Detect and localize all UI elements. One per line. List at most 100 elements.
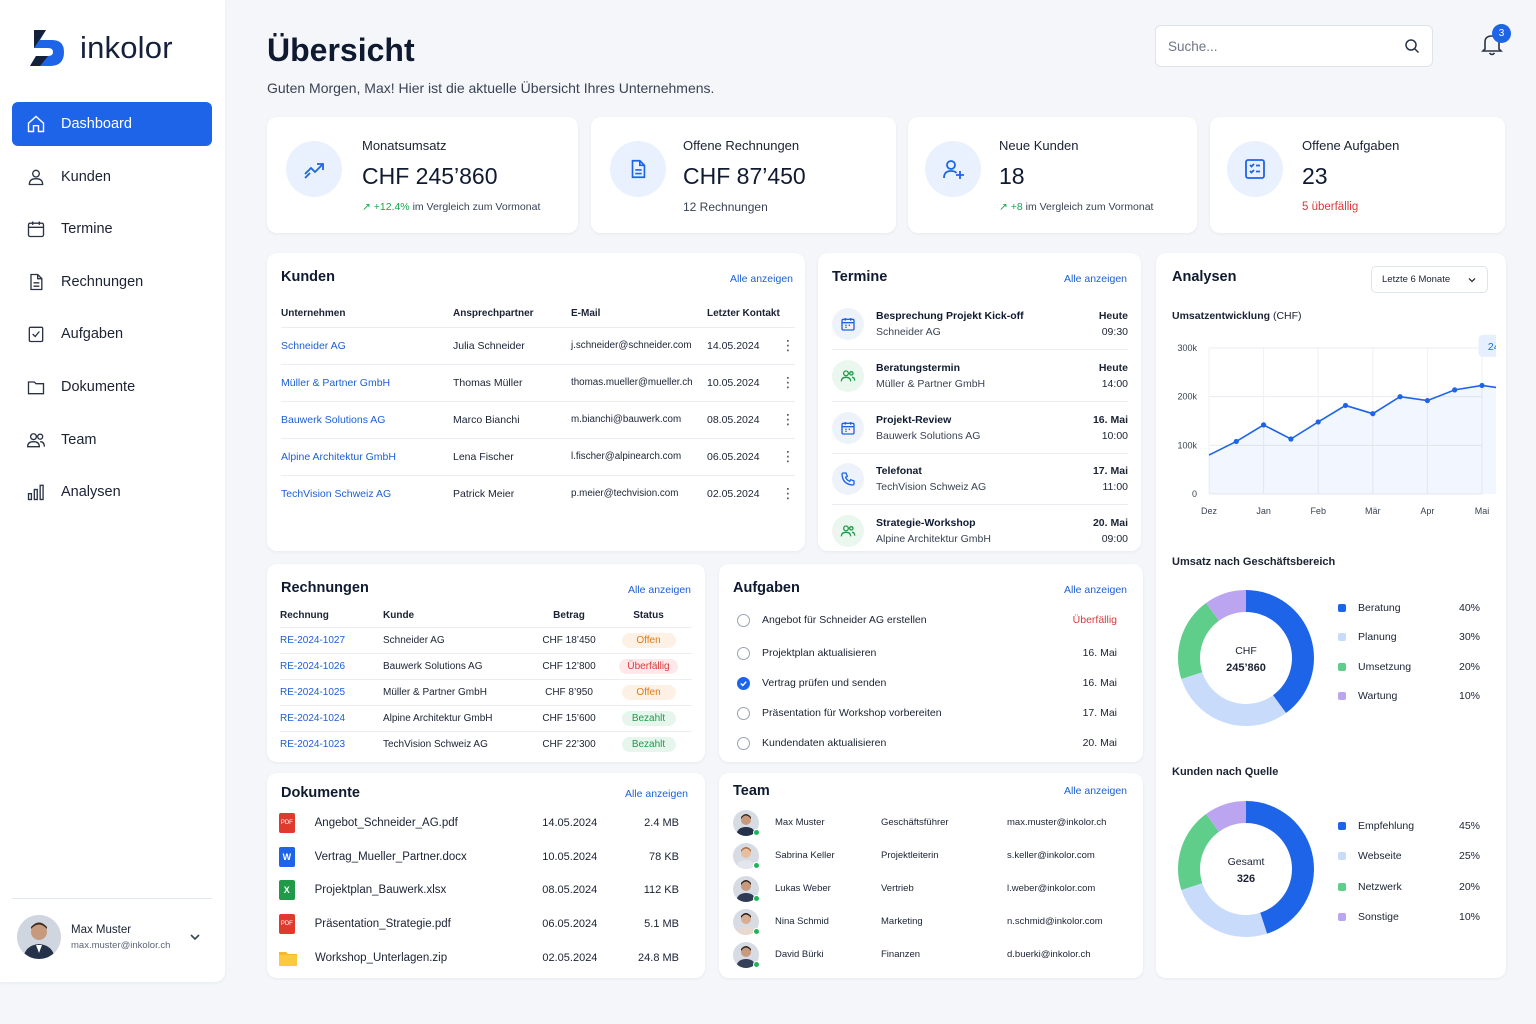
donut-slice[interactable]	[1246, 590, 1314, 714]
team-icon	[26, 432, 45, 447]
show-all-link[interactable]: Alle anzeigen	[1063, 584, 1127, 596]
table-row[interactable]: RE-2024-1023 TechVision Schweiz AG CHF 22’…	[280, 730, 692, 757]
data-point[interactable]	[1424, 397, 1430, 404]
task-item[interactable]: Kundendaten aktualisieren 20. Mai	[737, 728, 1117, 758]
donut-slice[interactable]	[1178, 813, 1219, 891]
data-point[interactable]	[1397, 394, 1403, 400]
sidebar-item-dashboard[interactable]: Dashboard	[12, 102, 212, 146]
document-item[interactable]: Workshop_Unterlagen.zip 02.05.2024 24.8 …	[279, 941, 679, 975]
table-row[interactable]: RE-2024-1024 Alpine Architektur GmbH CHF 1…	[280, 704, 692, 731]
table-row[interactable]: RE-2024-1025 Müller & Partner GmbH CHF 8’9…	[280, 678, 692, 705]
sidebar-item-aufgaben[interactable]: Aufgaben	[12, 312, 212, 356]
member-role: Finanzen	[881, 949, 921, 960]
show-all-link[interactable]: Alle anzeigen	[627, 584, 691, 596]
appointment-item[interactable]: Besprechung Projekt Kick-off Schneider AG…	[832, 299, 1128, 350]
donut-slice[interactable]	[1181, 672, 1286, 726]
invoice-link[interactable]: RE-2024-1024	[280, 712, 346, 724]
data-point[interactable]	[1233, 438, 1239, 445]
task-item[interactable]: Vertrag prüfen und senden 16. Mai	[737, 668, 1117, 698]
customer-link[interactable]: Bauwerk Solutions AG	[281, 413, 386, 426]
legend-swatch	[1338, 633, 1346, 642]
more-options-icon[interactable]: ⋮	[781, 374, 795, 390]
invoice-link[interactable]: RE-2024-1027	[280, 634, 346, 646]
sidebar-item-termine[interactable]: Termine	[12, 207, 212, 251]
show-all-link[interactable]: Alle anzeigen	[1063, 273, 1127, 285]
data-point[interactable]	[1479, 382, 1485, 389]
document-size: 2.4 MB	[644, 817, 679, 829]
task-item[interactable]: Präsentation für Workshop vorbereiten 17.…	[737, 698, 1117, 728]
customer-link[interactable]: Schneider AG	[281, 339, 346, 352]
table-row[interactable]: Müller & Partner GmbH Thomas Müller thom…	[281, 363, 795, 401]
sidebar-item-rechnungen[interactable]: Rechnungen	[12, 260, 212, 304]
task-checkbox[interactable]	[737, 646, 750, 660]
document-item[interactable]: W Vertrag_Mueller_Partner.docx 10.05.202…	[279, 840, 679, 874]
card-title: Aufgaben	[733, 580, 800, 596]
sidebar-item-kunden[interactable]: Kunden	[12, 155, 212, 199]
team-member-row[interactable]: Nina Schmid Marketing n.schmid@inkolor.com	[733, 905, 1129, 938]
task-checkbox[interactable]	[737, 613, 750, 627]
data-point[interactable]	[1261, 422, 1267, 428]
team-member-row[interactable]: Max Muster Geschäftsführer max.muster@inko…	[733, 806, 1129, 839]
task-item[interactable]: Projektplan aktualisieren 16. Mai	[737, 638, 1117, 668]
appointment-day: 16. Mai	[1092, 414, 1128, 426]
document-item[interactable]: X Projektplan_Bauwerk.xlsx 08.05.2024 11…	[279, 873, 679, 907]
appointment-item[interactable]: Strategie-Workshop Alpine Architektur Gmb…	[832, 505, 1128, 556]
open-invoices-link[interactable]: 12 Rechnungen	[683, 200, 768, 214]
table-row[interactable]: RE-2024-1027 Schneider AG CHF 18’450 Offen	[280, 626, 692, 653]
table-row[interactable]: RE-2024-1026 Bauwerk Solutions AG CHF 12’8…	[280, 652, 692, 679]
table-row[interactable]: Alpine Architektur GmbH Lena Fischer l.f…	[281, 437, 795, 475]
sidebar-item-analysen[interactable]: Analysen	[12, 470, 212, 514]
tasks-card: Aufgaben Alle anzeigen Angebot für Schne…	[719, 564, 1143, 762]
team-member-row[interactable]: Lukas Weber Vertrieb l.weber@inkolor.com	[733, 872, 1129, 905]
team-member-row[interactable]: Sabrina Keller Projektleiterin s.keller@in…	[733, 839, 1129, 872]
data-point[interactable]	[1288, 436, 1294, 442]
task-checkbox[interactable]	[737, 736, 750, 750]
donut-slice[interactable]	[1206, 590, 1246, 621]
invoice-link[interactable]: RE-2024-1025	[280, 686, 346, 698]
customer-link[interactable]: Alpine Architektur GmbH	[281, 450, 396, 463]
more-options-icon[interactable]: ⋮	[781, 337, 795, 353]
search-input[interactable]	[1168, 38, 1388, 54]
show-all-link[interactable]: Alle anzeigen	[1063, 785, 1127, 797]
data-point[interactable]	[1370, 411, 1376, 417]
task-checkbox[interactable]	[737, 706, 750, 720]
invoice-link[interactable]: RE-2024-1023	[280, 738, 346, 750]
show-all-link[interactable]: Alle anzeigen	[729, 273, 793, 285]
donut-slice[interactable]	[1246, 801, 1314, 934]
customer-link[interactable]: TechVision Schweiz AG	[281, 487, 392, 500]
sidebar-item-label: Rechnungen	[61, 273, 144, 290]
table-row[interactable]: TechVision Schweiz AG Patrick Meier p.me…	[281, 474, 795, 512]
document-item[interactable]: PDF Angebot_Schneider_AG.pdf 14.05.2024 …	[279, 806, 679, 840]
show-all-link[interactable]: Alle anzeigen	[624, 788, 688, 800]
kpi-trend-value: +12.4%	[373, 201, 410, 213]
table-row[interactable]: Bauwerk Solutions AG Marco Bianchi m.bia…	[281, 400, 795, 438]
data-point[interactable]	[1452, 387, 1458, 393]
donut-slice[interactable]	[1181, 883, 1268, 937]
appointment-item[interactable]: Telefonat TechVision Schweiz AG 17. Mai 11…	[832, 454, 1128, 505]
data-point[interactable]	[1315, 419, 1321, 425]
more-options-icon[interactable]: ⋮	[781, 448, 795, 464]
appointment-item[interactable]: Beratungstermin Müller & Partner GmbH Heu…	[832, 351, 1128, 402]
appointment-item[interactable]: Projekt-Review Bauwerk Solutions AG 16. M…	[832, 403, 1128, 454]
donut-slice[interactable]	[1206, 801, 1246, 832]
more-options-icon[interactable]: ⋮	[781, 485, 795, 502]
legend-label: Netzwerk	[1358, 880, 1402, 893]
donut-slice[interactable]	[1178, 602, 1219, 680]
data-point[interactable]	[1342, 402, 1349, 409]
team-member-row[interactable]: David Bürki Finanzen d.buerki@inkolor.ch	[733, 938, 1129, 971]
member-email: n.schmid@inkolor.com	[1007, 916, 1103, 927]
chevron-down-icon[interactable]	[188, 930, 202, 944]
sidebar-item-dokumente[interactable]: Dokumente	[12, 365, 212, 409]
period-select[interactable]: Letzte 6 Monate	[1371, 266, 1488, 293]
sidebar-item-team[interactable]: Team	[12, 418, 212, 462]
document-item[interactable]: PDF Präsentation_Strategie.pdf 06.05.202…	[279, 907, 679, 941]
user-profile[interactable]: Max Muster max.muster@inkolor.ch	[12, 898, 212, 959]
more-options-icon[interactable]: ⋮	[781, 411, 795, 427]
brand-logo[interactable]: inkolor	[26, 26, 173, 70]
search-icon[interactable]	[1404, 38, 1420, 54]
invoice-link[interactable]: RE-2024-1026	[280, 660, 346, 672]
task-checkbox-checked[interactable]	[737, 676, 750, 690]
table-row[interactable]: Schneider AG Julia Schneider j.schneider…	[281, 326, 795, 364]
customer-link[interactable]: Müller & Partner GmbH	[281, 376, 391, 389]
task-item[interactable]: Angebot für Schneider AG erstellen Überfä…	[737, 605, 1117, 635]
